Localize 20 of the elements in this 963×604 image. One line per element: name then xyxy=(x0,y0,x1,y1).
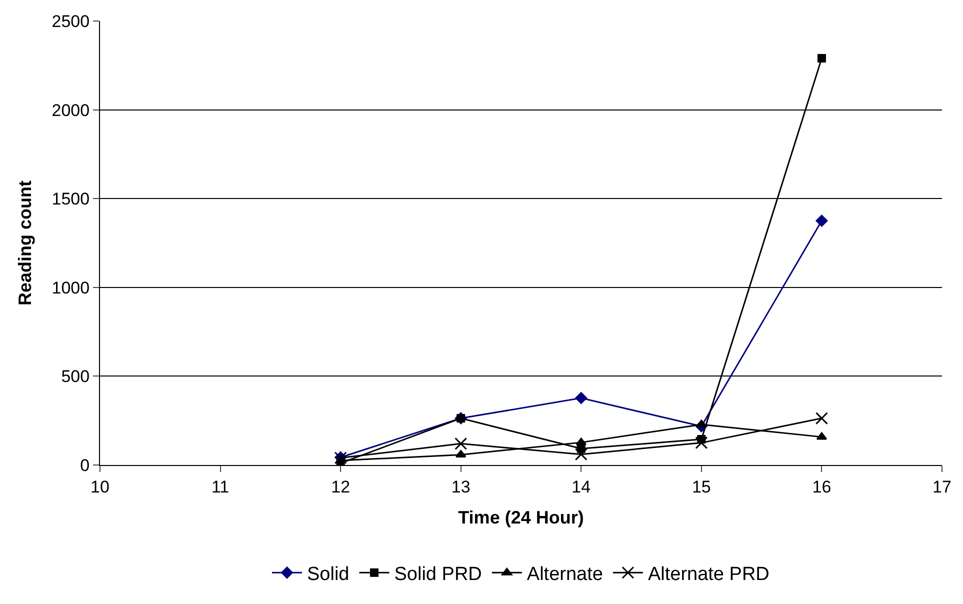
x-axis-title: Time (24 Hour) xyxy=(458,508,584,528)
x-tick-label: 12 xyxy=(331,477,350,496)
legend-label: Solid PRD xyxy=(394,564,482,586)
y-axis-title: Reading count xyxy=(14,180,35,306)
y-tick-label: 0 xyxy=(80,456,90,475)
x-tick-label: 13 xyxy=(451,477,470,496)
x-tick-label: 15 xyxy=(692,477,711,496)
x-tick-label: 16 xyxy=(812,477,832,496)
y-tick-label: 1500 xyxy=(52,190,90,209)
y-tick-label: 2500 xyxy=(52,12,90,31)
x-tick-label: 11 xyxy=(211,477,230,496)
y-tick-label: 1000 xyxy=(52,278,90,298)
y-tick-label: 2000 xyxy=(52,100,90,120)
y-tick-label: 500 xyxy=(61,367,90,386)
legend-label: Alternate xyxy=(526,564,603,586)
legend-label: Alternate PRD xyxy=(648,564,770,586)
x-tick-label: 14 xyxy=(572,477,591,496)
x-tick-label: 10 xyxy=(90,477,110,496)
x-tick-label: 17 xyxy=(932,477,952,496)
legend-label: Solid xyxy=(307,564,350,586)
